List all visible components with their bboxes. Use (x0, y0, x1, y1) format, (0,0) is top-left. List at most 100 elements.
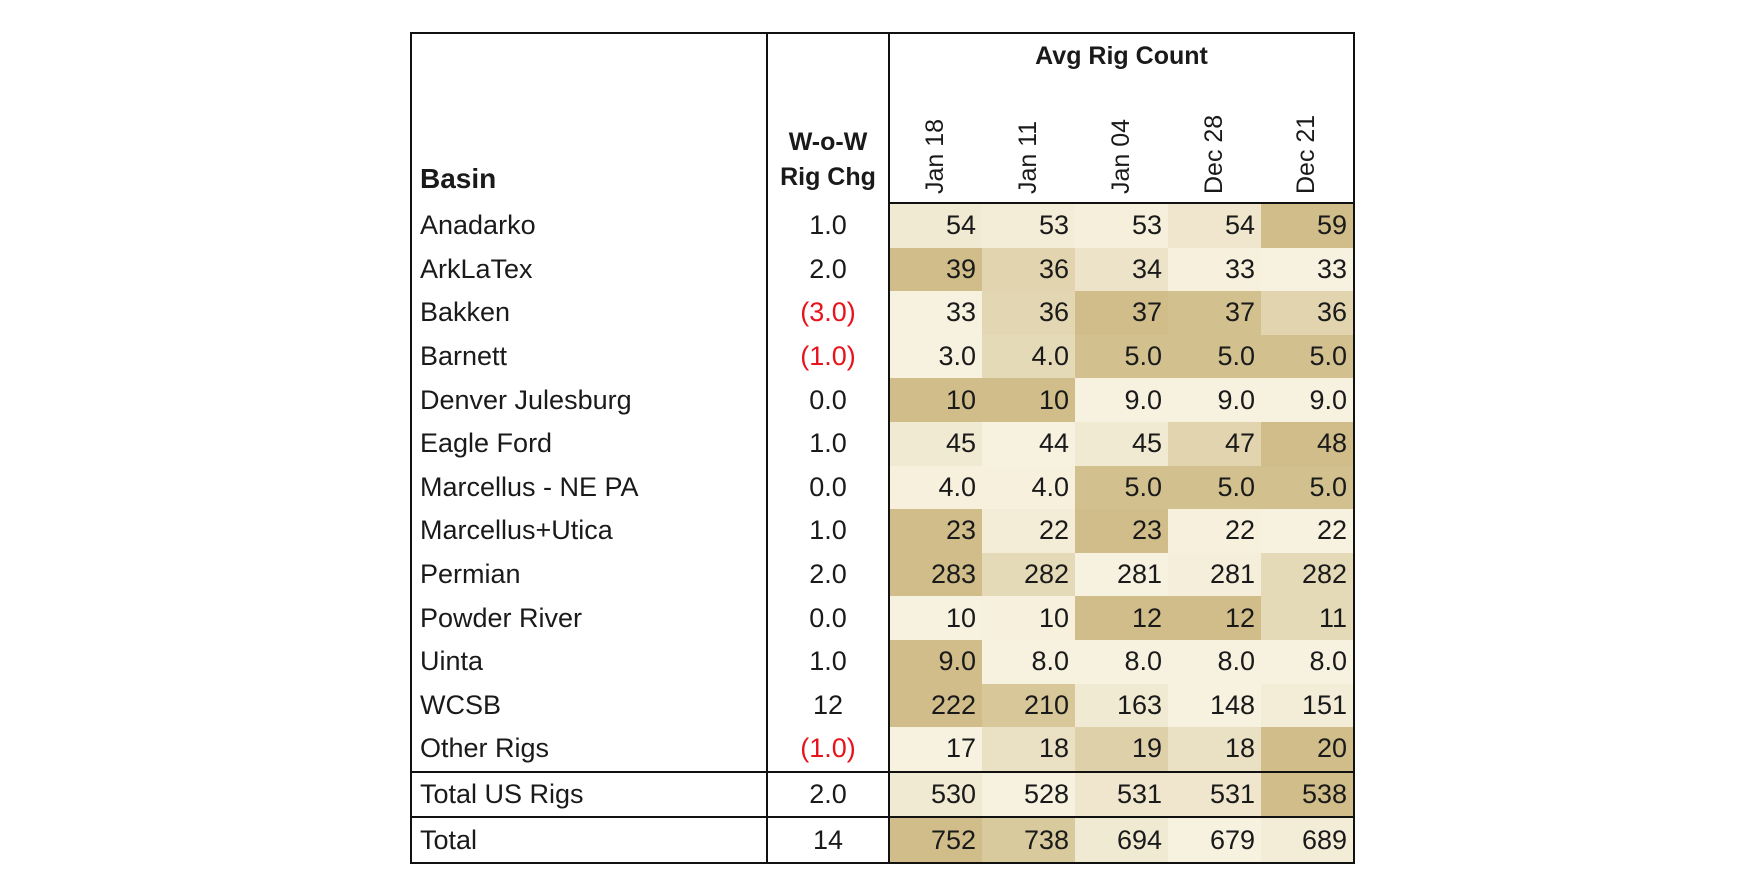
rig-count-cell: 4.0 (889, 465, 982, 510)
rig-count-cell: 33 (889, 291, 982, 335)
rig-count-cell: 54 (889, 203, 982, 248)
rig-count-cell: 18 (1168, 727, 1261, 772)
basin-name-cell: Total US Rigs (411, 770, 768, 818)
rig-count-table: Basin W-o-W Rig Chg Avg Rig Count Jan 18… (410, 32, 1355, 864)
month-header-label: Jan 04 (1106, 118, 1135, 194)
rig-count-cell: 20 (1261, 727, 1354, 772)
wow-change-cell: 2.0 (767, 552, 890, 597)
rig-count-cell: 33 (1261, 247, 1354, 292)
table-row: Anadarko 1.0 54 53 53 54 59 (411, 203, 1354, 248)
basin-name-cell: WCSB (411, 683, 768, 728)
rig-count-cell: 5.0 (1261, 465, 1354, 510)
rig-count-cell: 22 (982, 509, 1075, 553)
rig-count-cell: 37 (1168, 291, 1261, 335)
rig-count-cell: 54 (1168, 203, 1261, 248)
table-row: Total US Rigs 2.0 530 528 531 531 538 (411, 770, 1354, 818)
rig-count-cell: 5.0 (1075, 334, 1168, 379)
rig-count-cell: 8.0 (1168, 639, 1261, 684)
wow-change-cell: 1.0 (767, 509, 890, 553)
rig-count-cell: 679 (1168, 816, 1261, 863)
rig-count-cell: 33 (1168, 247, 1261, 292)
basin-name-cell: Denver Julesburg (411, 378, 768, 422)
month-header: Jan 11 (982, 78, 1075, 204)
month-header-label: Dec 28 (1199, 114, 1228, 194)
rig-count-cell: 281 (1168, 552, 1261, 597)
rig-count-cell: 4.0 (982, 334, 1075, 379)
wow-change-cell: (3.0) (767, 291, 890, 335)
rig-count-cell: 10 (982, 378, 1075, 422)
rig-count-cell: 8.0 (1261, 639, 1354, 684)
table-row: Permian 2.0 283 282 281 281 282 (411, 552, 1354, 597)
rig-count-cell: 39 (889, 247, 982, 292)
table-row: Bakken (3.0) 33 36 37 37 36 (411, 291, 1354, 335)
wow-change-cell: 14 (767, 816, 890, 863)
rig-count-cell: 163 (1075, 683, 1168, 728)
table-row: Marcellus - NE PA 0.0 4.0 4.0 5.0 5.0 5.0 (411, 465, 1354, 510)
rig-count-cell: 19 (1075, 727, 1168, 772)
wow-change-header-line1: W-o-W (788, 128, 868, 156)
rig-count-cell: 11 (1261, 596, 1354, 640)
rig-count-cell: 34 (1075, 247, 1168, 292)
rig-count-cell: 9.0 (889, 639, 982, 684)
wow-change-cell: 0.0 (767, 465, 890, 510)
month-header: Dec 28 (1168, 78, 1261, 204)
rig-count-cell: 5.0 (1075, 465, 1168, 510)
rig-count-cell: 752 (889, 816, 982, 863)
rig-count-cell: 53 (1075, 203, 1168, 248)
table-row: Powder River 0.0 10 10 12 12 11 (411, 596, 1354, 640)
rig-count-cell: 689 (1261, 816, 1354, 863)
rig-count-cell: 222 (889, 683, 982, 728)
rig-count-cell: 23 (889, 509, 982, 553)
table-row: Eagle Ford 1.0 45 44 45 47 48 (411, 421, 1354, 466)
wow-change-header: W-o-W Rig Chg (767, 33, 890, 203)
rig-count-cell: 44 (982, 421, 1075, 466)
rig-count-cell: 36 (1261, 291, 1354, 335)
rig-count-cell: 538 (1261, 770, 1354, 818)
table-row: Total 14 752 738 694 679 689 (411, 816, 1354, 863)
wow-change-cell: (1.0) (767, 334, 890, 379)
basin-name-cell: Marcellus - NE PA (411, 465, 768, 510)
month-header: Jan 18 (889, 78, 982, 204)
wow-change-cell: 0.0 (767, 596, 890, 640)
basin-name-cell: Other Rigs (411, 727, 768, 772)
basin-name-cell: Powder River (411, 596, 768, 640)
rig-count-cell: 10 (889, 378, 982, 422)
rig-count-cell: 9.0 (1168, 378, 1261, 422)
month-header: Jan 04 (1075, 78, 1168, 204)
basin-name-cell: ArkLaTex (411, 247, 768, 292)
basin-name-cell: Anadarko (411, 203, 768, 248)
rig-count-cell: 59 (1261, 203, 1354, 248)
table-row: WCSB 12 222 210 163 148 151 (411, 683, 1354, 728)
rig-count-cell: 12 (1168, 596, 1261, 640)
basin-name-cell: Total (411, 816, 768, 863)
rig-count-cell: 22 (1261, 509, 1354, 553)
rig-count-cell: 531 (1075, 770, 1168, 818)
table-row: Barnett (1.0) 3.0 4.0 5.0 5.0 5.0 (411, 334, 1354, 379)
wow-change-cell: 1.0 (767, 421, 890, 466)
table-row: Denver Julesburg 0.0 10 10 9.0 9.0 9.0 (411, 378, 1354, 422)
rig-count-cell: 530 (889, 770, 982, 818)
basin-header: Basin (411, 33, 768, 203)
month-header-label: Jan 11 (1013, 120, 1042, 194)
rig-count-cell: 9.0 (1075, 378, 1168, 422)
rig-count-cell: 37 (1075, 291, 1168, 335)
rig-count-cell: 4.0 (982, 465, 1075, 510)
wow-change-cell: 12 (767, 683, 890, 728)
rig-count-cell: 45 (1075, 421, 1168, 466)
basin-name-cell: Marcellus+Utica (411, 509, 768, 553)
rig-count-cell: 528 (982, 770, 1075, 818)
rig-count-cell: 283 (889, 552, 982, 597)
month-header-label: Dec 21 (1292, 114, 1320, 194)
basin-name-cell: Permian (411, 552, 768, 597)
rig-count-cell: 5.0 (1168, 465, 1261, 510)
table-row: Uinta 1.0 9.0 8.0 8.0 8.0 8.0 (411, 639, 1354, 684)
rig-count-cell: 5.0 (1168, 334, 1261, 379)
table-row: Other Rigs (1.0) 17 18 19 18 20 (411, 727, 1354, 772)
rig-count-cell: 281 (1075, 552, 1168, 597)
wow-change-cell: 1.0 (767, 203, 890, 248)
rig-count-cell: 48 (1261, 421, 1354, 466)
basin-name-cell: Barnett (411, 334, 768, 379)
rig-count-cell: 738 (982, 816, 1075, 863)
rig-count-cell: 8.0 (1075, 639, 1168, 684)
